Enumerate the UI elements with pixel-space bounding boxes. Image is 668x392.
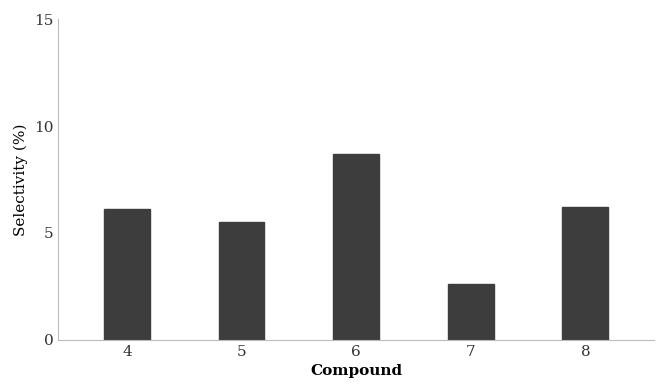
Bar	[448, 284, 494, 340]
Bar	[333, 154, 379, 340]
Y-axis label: Selectivity (%): Selectivity (%)	[14, 123, 28, 236]
Bar	[218, 222, 265, 340]
X-axis label: Compound: Compound	[310, 364, 402, 378]
Bar	[562, 207, 609, 340]
Bar	[104, 209, 150, 340]
